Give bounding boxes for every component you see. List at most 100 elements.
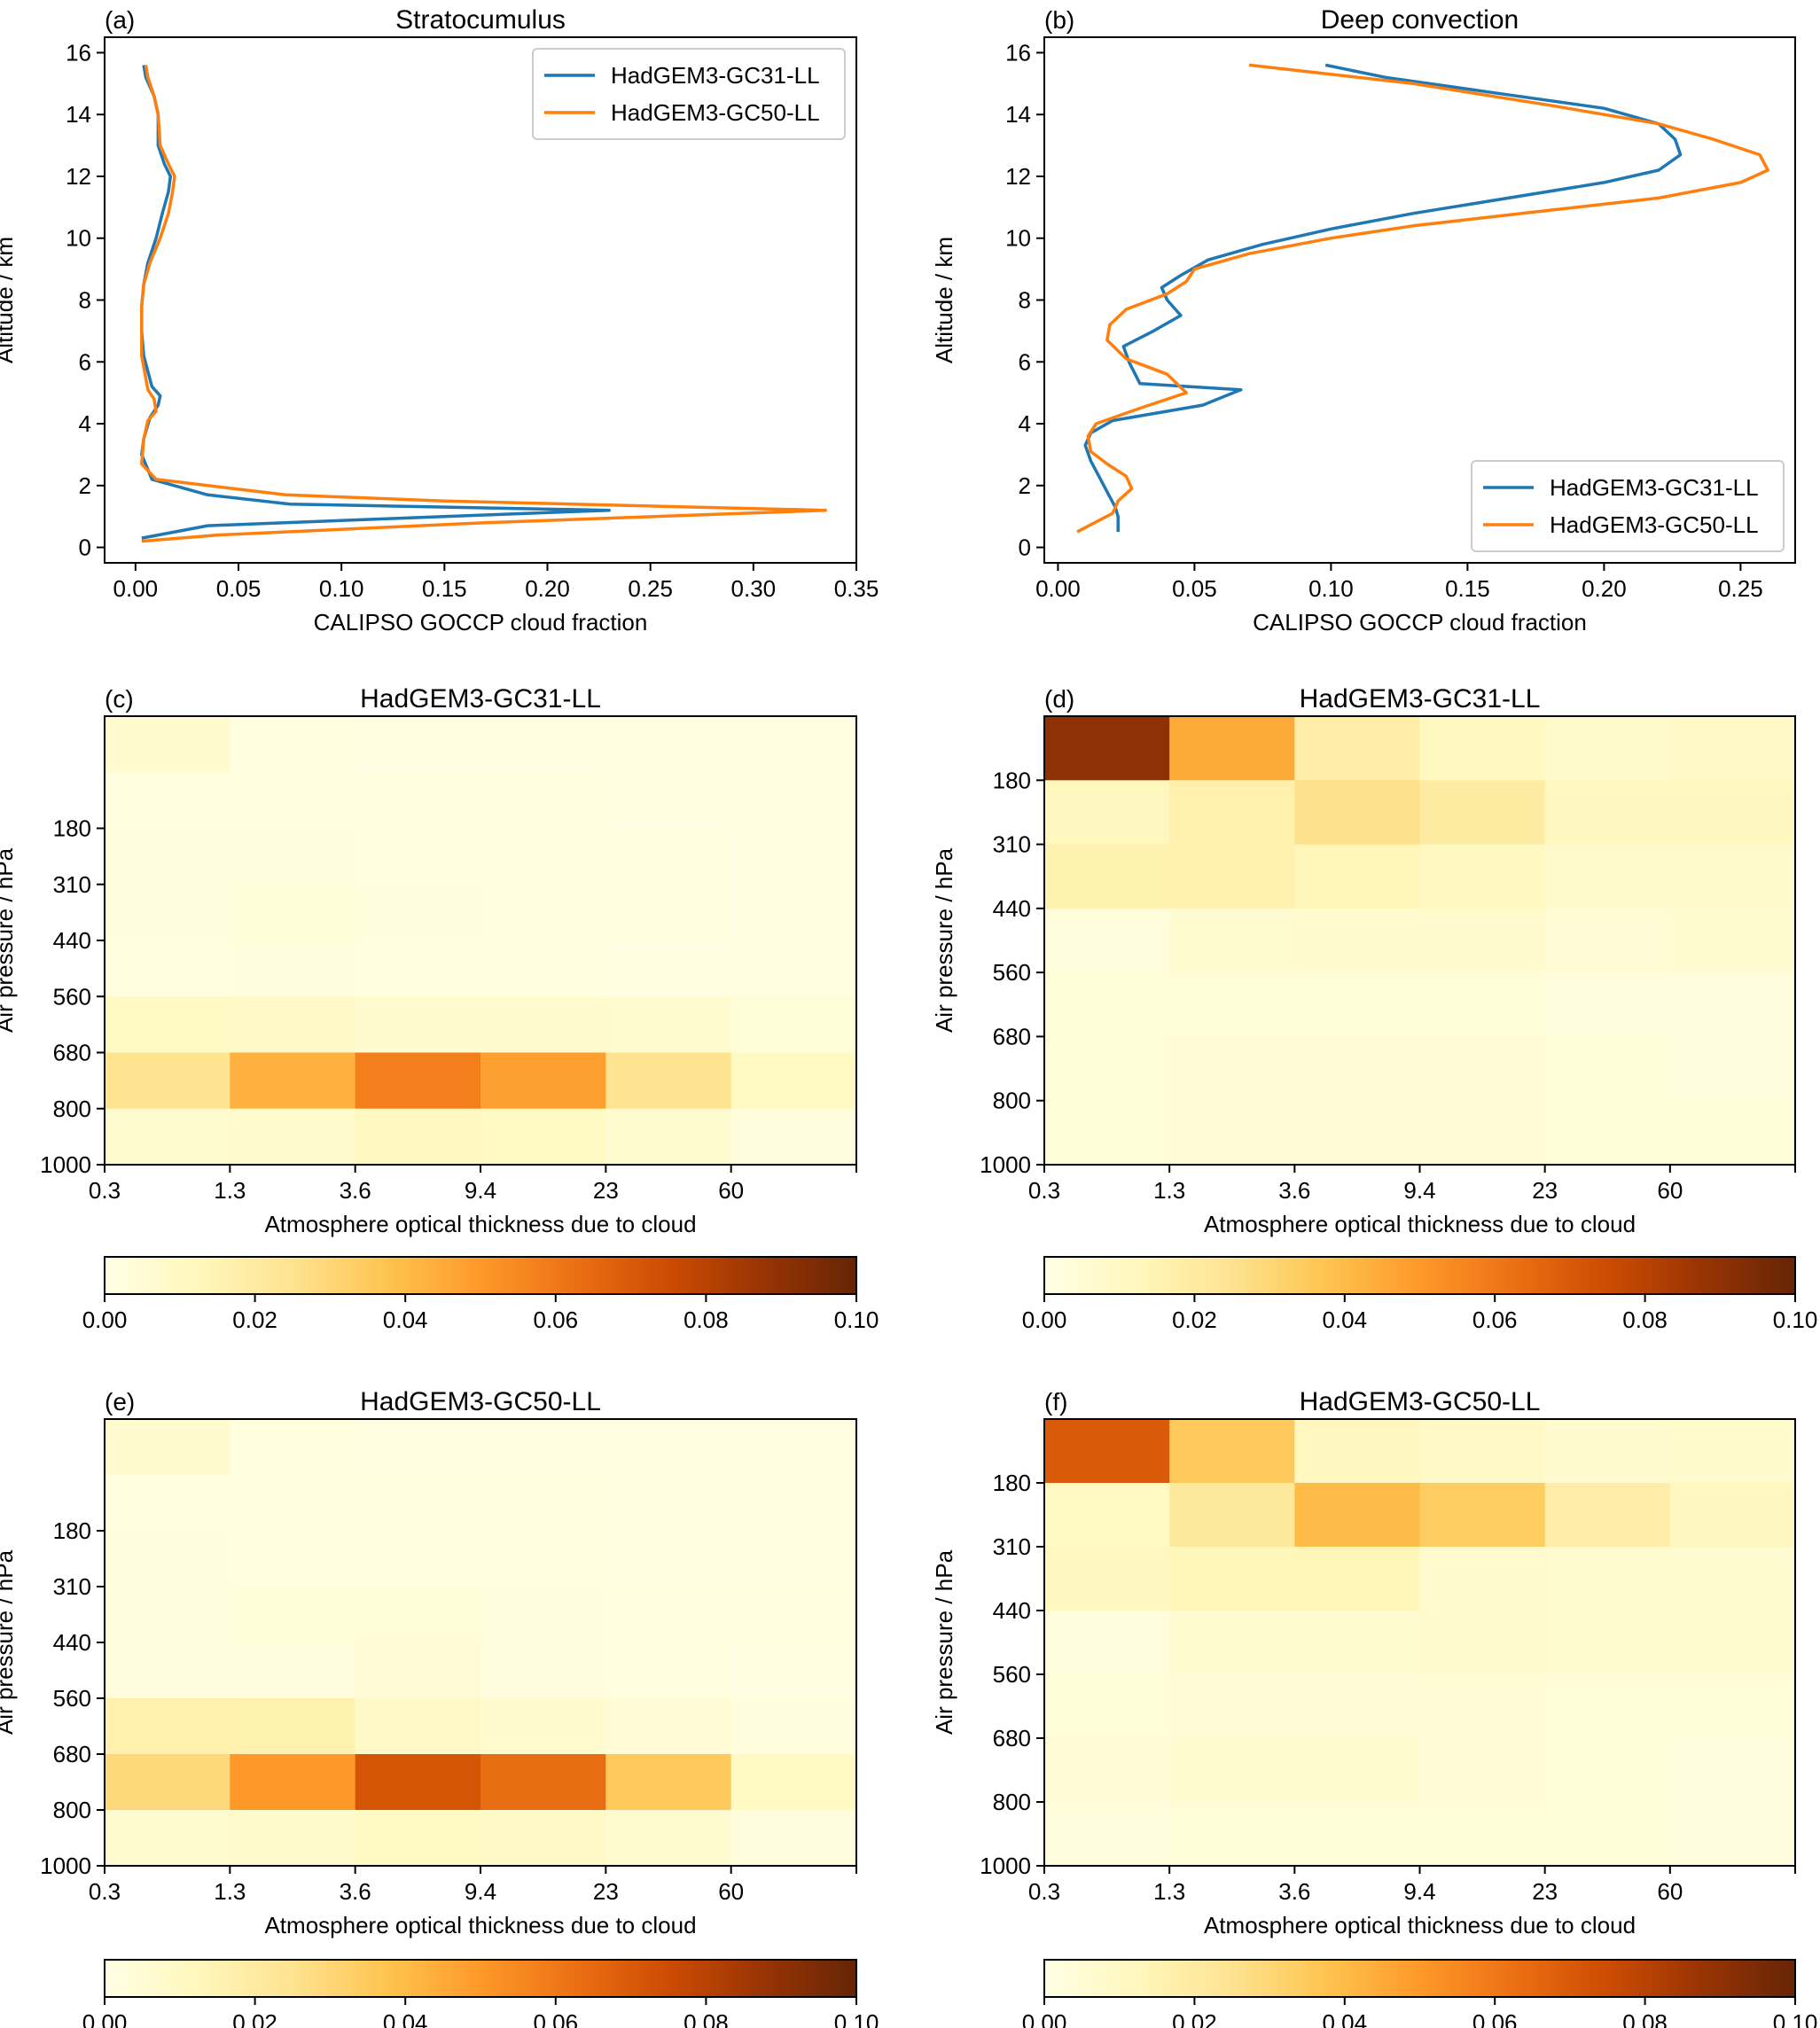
colorbar-segment xyxy=(533,1257,538,1294)
colorbar-segment xyxy=(826,1960,831,1997)
colorbar-segment xyxy=(123,1960,128,1997)
colorbar-segment xyxy=(506,1960,512,1997)
colorbar-segment xyxy=(1656,1960,1661,1997)
colorbar-segment xyxy=(1663,1960,1668,1997)
heatmap-cell xyxy=(480,1108,606,1166)
colorbar-segment xyxy=(1562,1257,1567,1294)
colorbar-segment xyxy=(841,1960,846,1997)
heatmap-cell xyxy=(480,1587,606,1643)
heatmap-cell xyxy=(1169,716,1295,781)
colorbar-segment xyxy=(254,1257,260,1294)
y-tick-label: 310 xyxy=(993,1533,1031,1560)
colorbar-segment xyxy=(311,1960,316,1997)
panel-label: (c) xyxy=(105,685,134,713)
colorbar-segment xyxy=(848,1257,854,1294)
colorbar-segment xyxy=(153,1257,158,1294)
colorbar-segment xyxy=(1614,1960,1620,1997)
colorbar-segment xyxy=(277,1257,282,1294)
x-tick-label: 0.20 xyxy=(1582,575,1627,602)
colorbar-segment xyxy=(837,1257,842,1294)
colorbar-segment xyxy=(1310,1960,1316,1997)
colorbar-segment xyxy=(1127,1960,1131,1997)
colorbar-segment xyxy=(149,1257,154,1294)
panel-f: 0.3 1.3 3.6 9.4 23 60 180 310 440 560 680 800 1000 At… xyxy=(931,1387,1817,2028)
colorbar-segment xyxy=(488,1257,493,1294)
colorbar-segment xyxy=(645,1257,651,1294)
colorbar-segment xyxy=(1457,1960,1462,1997)
heatmap-cell xyxy=(1669,1483,1796,1548)
colorbar-segment xyxy=(619,1960,624,1997)
heatmap-cell xyxy=(355,716,481,773)
colorbar-segment xyxy=(503,1257,508,1294)
colorbar-segment xyxy=(1198,1257,1203,1294)
colorbar-segment xyxy=(1577,1960,1582,1997)
colorbar-segment xyxy=(743,1257,748,1294)
colorbar-segment xyxy=(668,1960,673,1997)
colorbar-segment xyxy=(676,1960,681,1997)
colorbar-segment xyxy=(728,1257,733,1294)
colorbar-segment xyxy=(1307,1257,1312,1294)
colorbar-segment xyxy=(540,1960,545,1997)
y-tick-label: 12 xyxy=(1005,163,1031,190)
x-axis-label: CALIPSO GOCCP cloud fraction xyxy=(314,609,648,636)
heatmap-cell xyxy=(105,1587,230,1643)
panel-label: (f) xyxy=(1044,1388,1067,1416)
heatmap-cell xyxy=(105,828,230,885)
colorbar-tick-label: 0.06 xyxy=(533,2009,578,2028)
colorbar-segment xyxy=(427,1257,433,1294)
x-axis-label: Atmosphere optical thickness due to clou… xyxy=(1204,1912,1636,1938)
y-tick-label: 310 xyxy=(53,871,91,898)
colorbar-segment xyxy=(1780,1257,1785,1294)
colorbar-segment xyxy=(1201,1960,1207,1997)
x-tick-label: 9.4 xyxy=(465,1878,496,1905)
colorbar-segment xyxy=(1457,1257,1462,1294)
colorbar-segment xyxy=(638,1257,643,1294)
colorbar-tick-label: 0.02 xyxy=(1172,1306,1217,1333)
colorbar-segment xyxy=(1618,1960,1623,1997)
colorbar-segment xyxy=(1551,1257,1556,1294)
heatmap-cell xyxy=(1169,844,1295,909)
colorbar-segment xyxy=(1112,1257,1116,1294)
x-tick-label: 0.15 xyxy=(1445,575,1490,602)
colorbar-segment xyxy=(176,1960,181,1997)
colorbar-segment xyxy=(1386,1960,1391,1997)
colorbar-segment xyxy=(623,1257,628,1294)
colorbar-segment xyxy=(1505,1960,1511,1997)
colorbar-segment xyxy=(1472,1960,1477,1997)
colorbar-segment xyxy=(397,1960,402,1997)
colorbar-segment xyxy=(1224,1257,1230,1294)
colorbar-segment xyxy=(1254,1960,1259,1997)
colorbar-segment xyxy=(811,1257,816,1294)
colorbar-segment xyxy=(1048,1960,1052,1997)
series-line-2 xyxy=(1076,63,1769,534)
legend-entry: HadGEM3-GC31-LL xyxy=(611,62,820,89)
colorbar-segment xyxy=(1431,1257,1435,1294)
heatmap-cell xyxy=(480,1419,606,1476)
series-line-1 xyxy=(1083,63,1683,533)
colorbar-segment xyxy=(1224,1960,1230,1997)
colorbar-frame xyxy=(104,1256,857,1295)
y-axis-label: Air pressure / hPa xyxy=(931,1549,957,1735)
colorbar-segment xyxy=(1164,1960,1169,1997)
colorbar-segment xyxy=(1074,1257,1079,1294)
colorbar-segment xyxy=(1285,1257,1289,1294)
heatmap-cell xyxy=(730,1108,857,1166)
heatmap-cell xyxy=(605,996,732,1054)
colorbar-tick-label: 0.04 xyxy=(383,2009,428,2028)
colorbar-segment xyxy=(555,1257,560,1294)
colorbar-segment xyxy=(1510,1960,1514,1997)
heatmap-cell xyxy=(480,1810,606,1867)
colorbar-segment xyxy=(1449,1257,1455,1294)
colorbar-segment xyxy=(1750,1257,1754,1294)
colorbar-segment xyxy=(457,1960,463,1997)
y-tick-label: 2 xyxy=(1019,472,1031,499)
heatmap-cell xyxy=(480,1475,606,1532)
colorbar-segment xyxy=(1520,1257,1526,1294)
colorbar-segment xyxy=(1468,1257,1473,1294)
heatmap-cell xyxy=(1669,844,1796,909)
colorbar-segment xyxy=(1066,1257,1072,1294)
heatmap-cell xyxy=(105,1698,230,1755)
colorbar-segment xyxy=(1258,1960,1263,1997)
colorbar-segment xyxy=(1085,1960,1090,1997)
colorbar-segment xyxy=(721,1257,726,1294)
